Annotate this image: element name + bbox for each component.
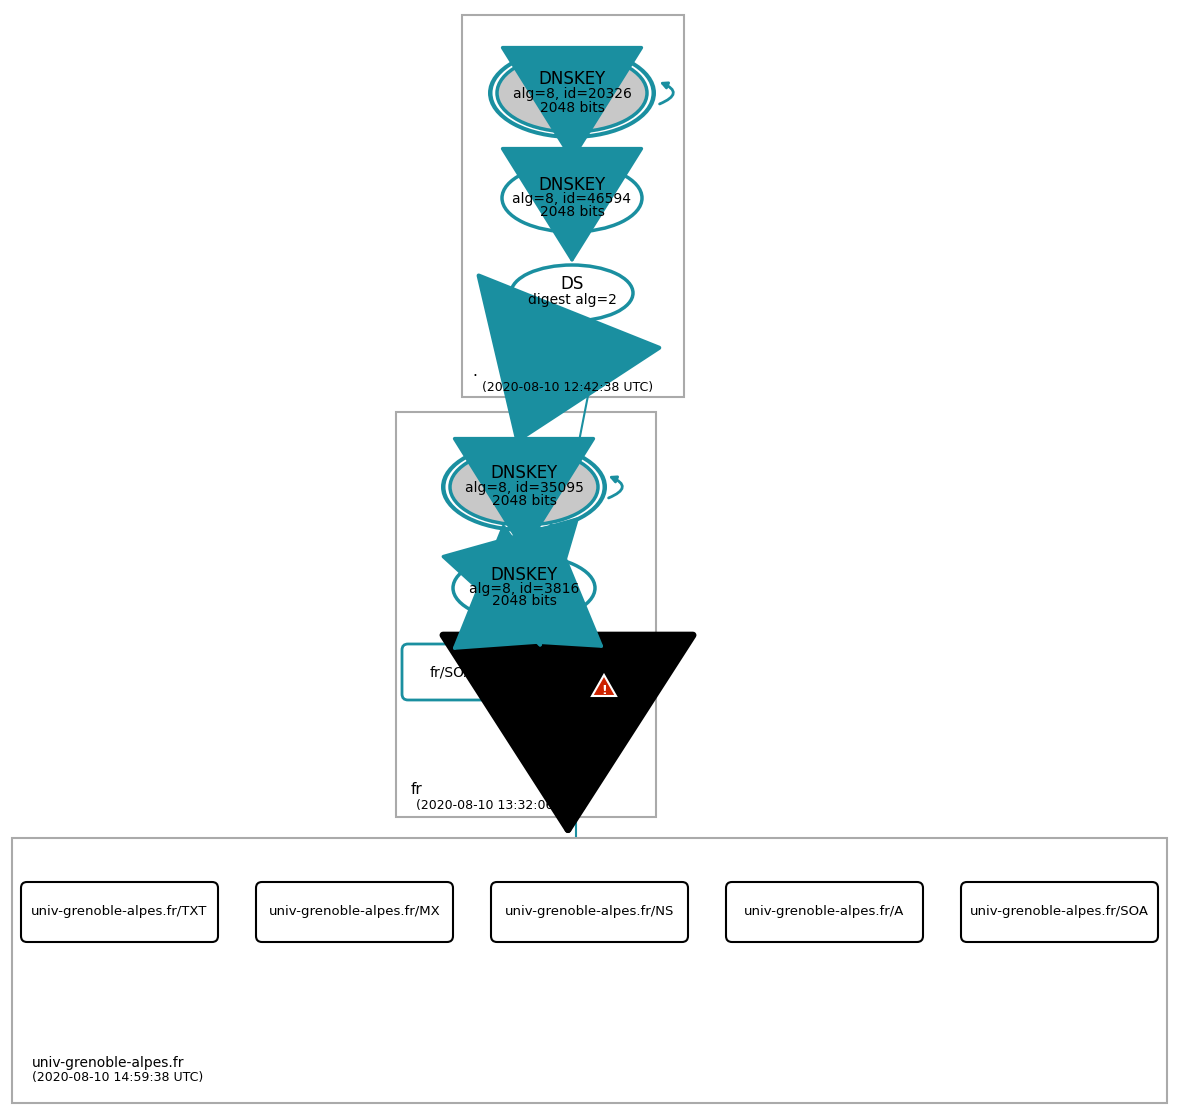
FancyBboxPatch shape [12,838,1167,1102]
Text: DNSKEY: DNSKEY [491,464,558,483]
Text: univ-grenoble-alpes.fr/MX: univ-grenoble-alpes.fr/MX [269,906,440,918]
Text: .: . [472,364,477,380]
Text: 2048 bits: 2048 bits [492,494,557,508]
FancyBboxPatch shape [961,882,1158,942]
Text: !: ! [601,684,607,697]
FancyBboxPatch shape [256,882,453,942]
FancyBboxPatch shape [396,412,656,817]
Text: alg=8, id=20326: alg=8, id=20326 [512,87,631,101]
FancyBboxPatch shape [463,15,684,397]
Text: digest alg=2: digest alg=2 [527,293,616,307]
FancyBboxPatch shape [491,882,688,942]
Text: 2048 bits: 2048 bits [492,594,557,608]
Ellipse shape [453,555,595,621]
Text: 2048 bits: 2048 bits [539,206,604,219]
Polygon shape [592,675,616,696]
FancyBboxPatch shape [402,645,502,700]
Ellipse shape [450,449,598,525]
FancyBboxPatch shape [516,648,628,714]
Text: univ-grenoble-alpes.fr/A: univ-grenoble-alpes.fr/A [745,906,905,918]
Text: alg=8, id=35095: alg=8, id=35095 [465,481,583,495]
Ellipse shape [492,51,651,135]
Text: alg=8, id=46594: alg=8, id=46594 [512,192,631,206]
Text: univ-grenoble-alpes.fr/TXT: univ-grenoble-alpes.fr/TXT [32,906,208,918]
Text: DNSKEY: DNSKEY [491,566,558,584]
Ellipse shape [441,442,607,532]
Text: univ-grenoble-alpes.fr/SOA: univ-grenoble-alpes.fr/SOA [970,906,1149,918]
Text: alg=8, id=3816: alg=8, id=3816 [468,582,579,596]
Text: univ-grenoble-alpes.fr/NS: univ-grenoble-alpes.fr/NS [505,906,674,918]
Text: univ-grenoble-alpes.fr: univ-grenoble-alpes.fr [32,1056,184,1070]
Text: (2020-08-10 13:32:06 UTC): (2020-08-10 13:32:06 UTC) [417,799,588,811]
Text: DNSKEY: DNSKEY [538,70,605,88]
Ellipse shape [511,265,632,321]
FancyBboxPatch shape [726,882,923,942]
Text: NSEC3: NSEC3 [535,680,585,696]
Text: DS: DS [560,275,584,293]
Text: (2020-08-10 14:59:38 UTC): (2020-08-10 14:59:38 UTC) [32,1071,203,1085]
FancyBboxPatch shape [21,882,218,942]
Text: fr: fr [411,782,422,796]
Ellipse shape [497,54,647,132]
Text: DNSKEY: DNSKEY [538,176,605,194]
FancyBboxPatch shape [518,666,627,712]
Text: (2020-08-10 12:42:38 UTC): (2020-08-10 12:42:38 UTC) [481,381,653,393]
Ellipse shape [502,164,642,232]
FancyBboxPatch shape [522,652,542,662]
Text: fr/SOA: fr/SOA [430,665,474,679]
Ellipse shape [446,446,603,528]
Ellipse shape [489,47,656,139]
Text: 2048 bits: 2048 bits [539,101,604,115]
FancyBboxPatch shape [548,652,568,662]
